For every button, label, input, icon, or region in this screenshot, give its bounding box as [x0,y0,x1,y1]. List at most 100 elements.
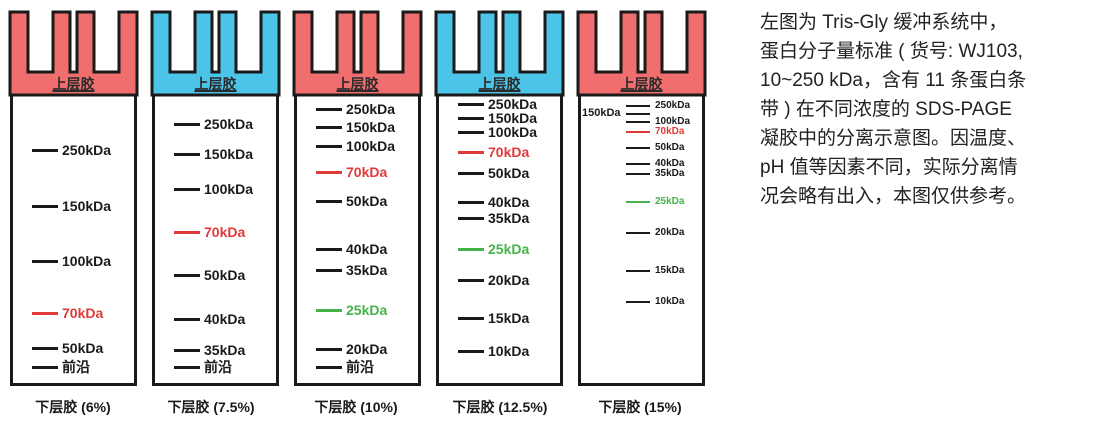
band-label: 50kDa [655,142,685,153]
gel-caption: 下层胶 (7.5%) [167,399,255,415]
band-label: 40kDa [204,311,246,327]
band-line [626,172,650,175]
band-label: 250kDa [62,142,112,158]
side-band-label: 150kDa [582,107,621,119]
band-label: 70kDa [655,126,685,137]
band-line [316,365,342,369]
upper-gel [434,10,565,97]
band-line [458,171,484,175]
band-label: 15kDa [655,265,685,276]
band-line [32,365,58,369]
gel-caption: 下层胶 (6%) [35,399,111,415]
band-line [626,146,650,149]
band-label: 70kDa [346,164,388,180]
gel-outline [150,10,281,386]
band-line [174,348,200,352]
band-line [316,199,342,203]
band-label: 70kDa [62,305,104,321]
band-label: 50kDa [204,267,246,283]
gel-3: 上层胶 250kDa 150kDa 100kDa 70kDa 50kDa 40kDa 35kD… [292,10,423,386]
upper-gel [8,10,139,97]
band-line [458,150,484,154]
upper-gel-label: 上层胶 [620,76,663,92]
band-line [174,152,200,156]
band-label: 250kDa [204,116,254,132]
description: 左图为 Tris-Gly 缓冲系统中， 蛋白分子量标准 ( 货号: WJ103,… [760,8,1090,211]
band-label: 150kDa [204,146,254,162]
band-label: 70kDa [204,224,246,240]
band-label: 150kDa [62,198,112,214]
band-label: 100kDa [655,116,691,127]
band-label: 70kDa [488,144,530,160]
gel-caption: 下层胶 (10%) [314,399,398,415]
band-label: 50kDa [62,340,104,356]
band-label: 35kDa [346,262,388,278]
band-label: 前沿 [62,359,90,375]
band-label: 10kDa [488,343,530,359]
upper-gel-label: 上层胶 [52,76,95,92]
upper-gel [576,10,707,97]
description-line: 况会略有出入，本图仅供参考。 [760,186,1027,207]
band-line [626,120,650,123]
band-line [626,269,650,272]
band-label: 25kDa [655,196,685,207]
upper-gel [292,10,423,97]
band-line [316,347,342,351]
band-label: 150kDa [488,110,538,126]
band-label: 100kDa [62,253,112,269]
description-line: 左图为 Tris-Gly 缓冲系统中， [760,12,1008,33]
band-label: 50kDa [346,193,388,209]
band-label: 10kDa [655,296,685,307]
description-line: 凝胶中的分离示意图。因温度、 [760,128,1027,149]
band-label: 35kDa [655,168,685,179]
gel-outline [8,10,139,386]
band-line [316,144,342,148]
band-label: 35kDa [488,210,530,226]
lower-gel [152,93,279,386]
band-line [174,230,200,234]
band-line [626,300,650,303]
band-line [626,130,650,133]
band-line [458,349,484,353]
band-label: 50kDa [488,165,530,181]
band-line [32,148,58,152]
band-line [458,200,484,204]
gel-outline [576,10,707,386]
band-label: 100kDa [204,181,254,197]
band-line [32,311,58,315]
band-line [626,231,650,234]
lower-gel [10,93,137,386]
band-line [458,278,484,282]
band-line [458,130,484,134]
lower-gel [578,93,705,386]
band-line [316,308,342,312]
gel-caption: 下层胶 (12.5%) [452,399,548,415]
band-label: 15kDa [488,310,530,326]
band-label: 100kDa [346,138,396,154]
band-label: 250kDa [346,101,396,117]
band-line [316,247,342,251]
band-line [626,104,650,107]
gel-outline [292,10,423,386]
band-line [626,200,650,203]
band-line [174,365,200,369]
upper-gel-label: 上层胶 [194,76,237,92]
band-line [316,125,342,129]
gel-5: 上层胶 250kDa 100kDa 70kDa 50kDa 40kDa 35kDa 25kDa… [576,10,707,386]
band-label: 前沿 [204,359,232,375]
band-label: 250kDa [488,96,538,112]
band-line [458,216,484,220]
description-line: 10~250 kDa，含有 11 条蛋白条 [760,70,1027,91]
band-label: 20kDa [488,272,530,288]
band-label: 250kDa [655,100,691,111]
gel-2: 上层胶 250kDa 150kDa 100kDa 70kDa 50kDa 40kDa 35kD… [150,10,281,386]
band-line [316,107,342,111]
band-line [32,259,58,263]
band-line [174,187,200,191]
band-label: 40kDa [655,158,685,169]
band-line [458,116,484,120]
band-label: 150kDa [346,119,396,135]
band-line [626,162,650,165]
band-line [458,102,484,106]
description-line: 蛋白分子量标准 ( 货号: WJ103, [760,41,1023,62]
